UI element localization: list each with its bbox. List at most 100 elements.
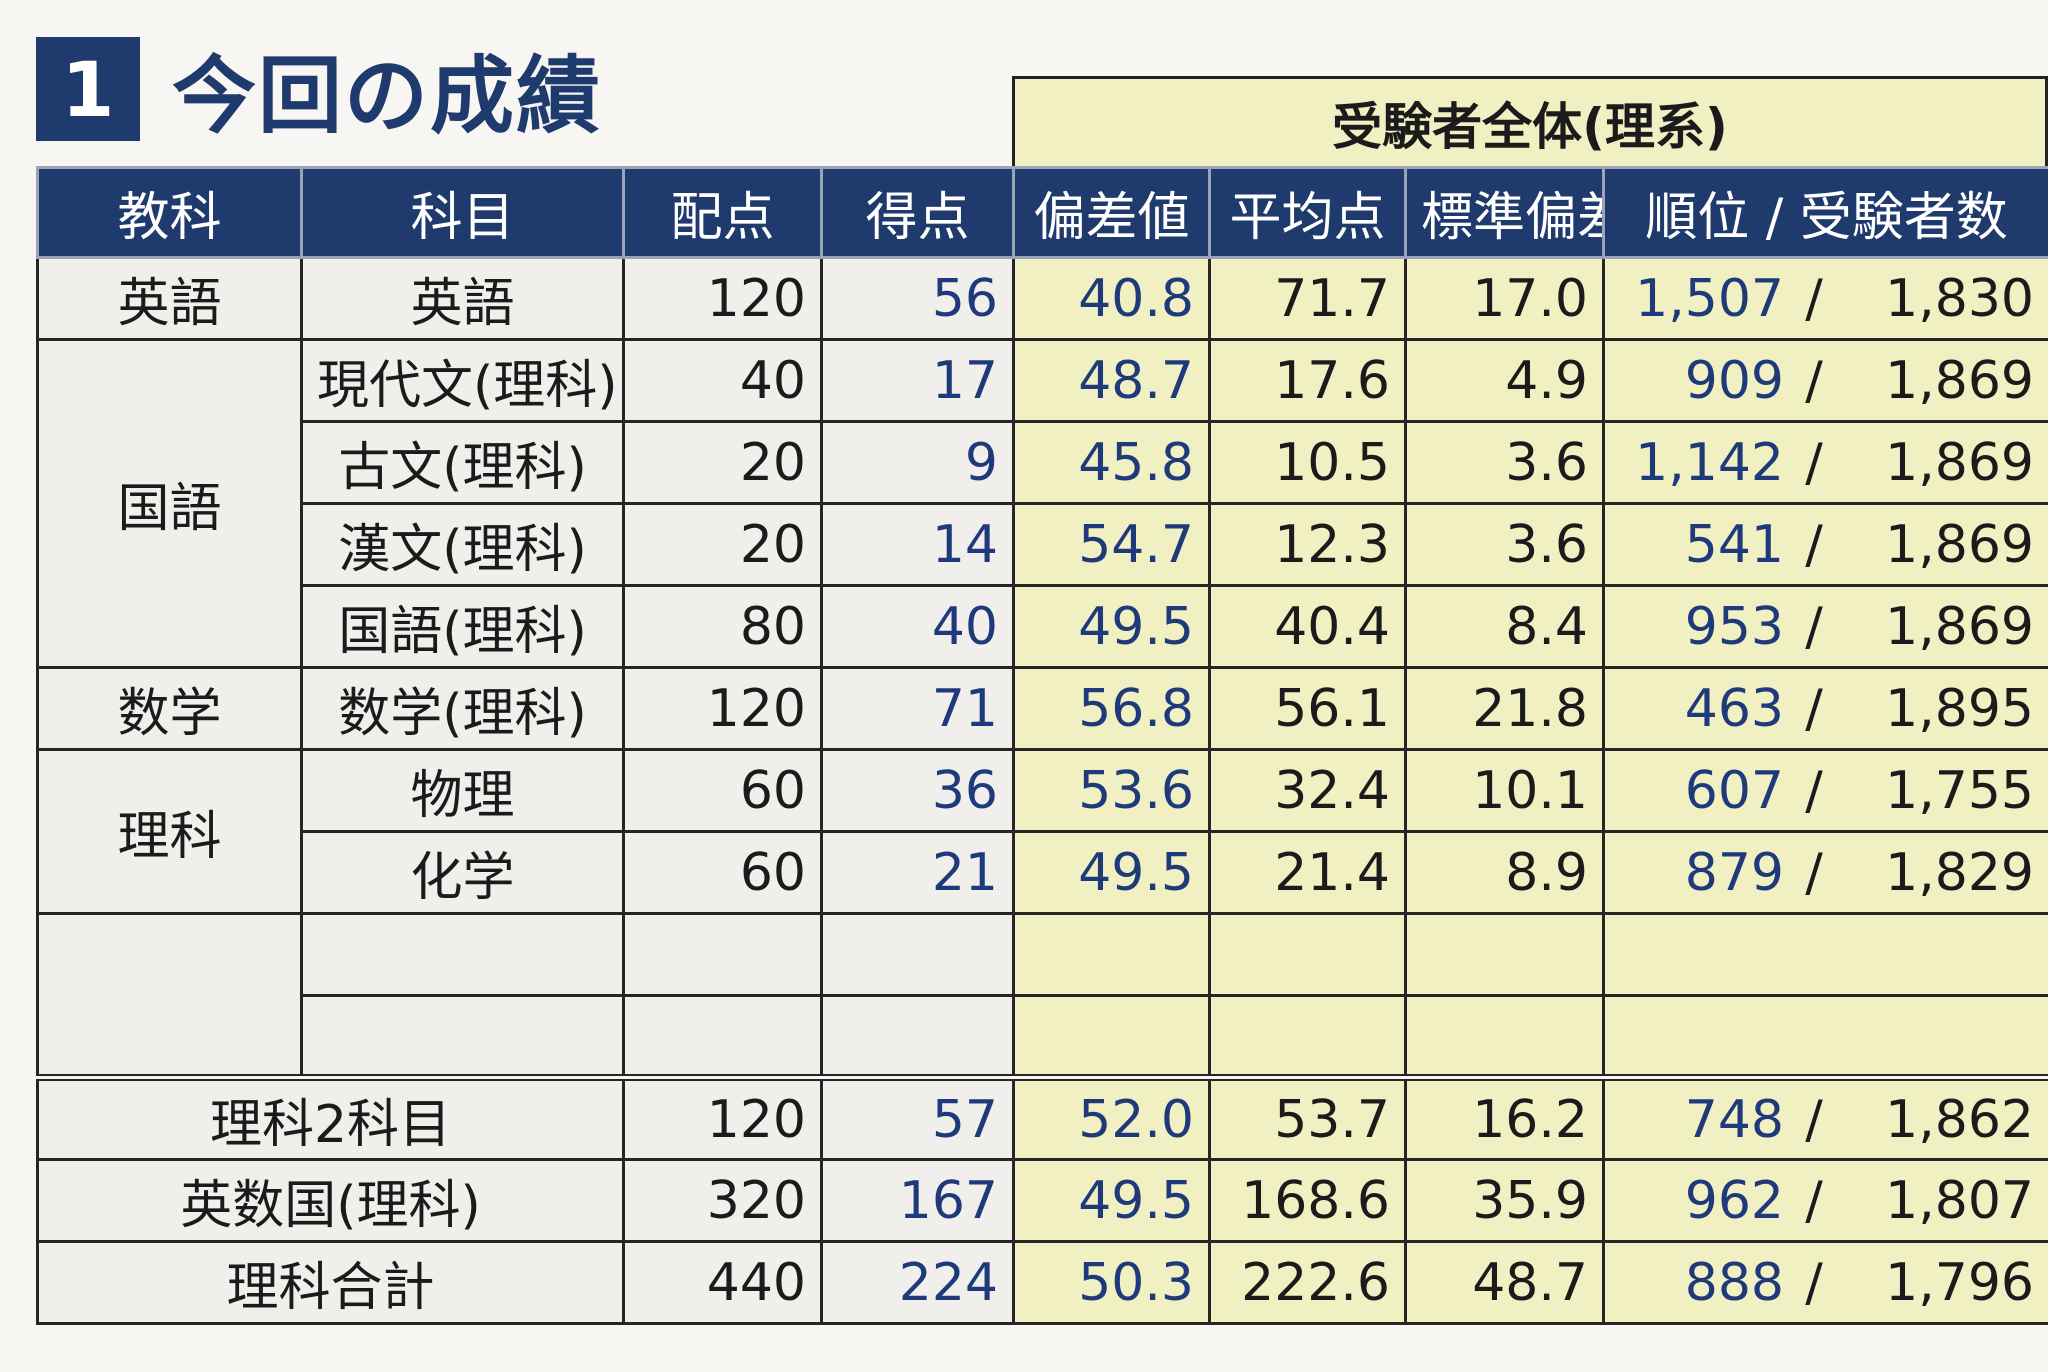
empty-cell	[1602, 912, 2048, 997]
rank-separator: /	[1805, 432, 1823, 493]
col-header-deviation: 偏差値	[1012, 166, 1211, 259]
deviation-cell: 53.6	[1012, 748, 1211, 833]
empty-row	[38, 994, 2048, 1079]
std-dev-cell: 3.6	[1404, 420, 1605, 505]
rank-value: 607	[1684, 760, 1784, 821]
table-row: 理科 物理 60 36 53.6 32.4 10.1 607 / 1,755	[36, 748, 2048, 915]
section-number-badge: 1	[36, 37, 140, 141]
rank-value: 962	[1684, 1170, 1784, 1231]
rank-separator: /	[1805, 596, 1823, 657]
rank-cell: 748 / 1,862	[1602, 1074, 2048, 1161]
deviation-cell: 50.3	[1012, 1240, 1211, 1325]
empty-cell	[1012, 912, 1211, 997]
average-cell: 21.4	[1208, 830, 1407, 915]
col-header-average: 平均点	[1208, 166, 1407, 259]
rank-value: 748	[1684, 1089, 1784, 1150]
average-cell: 12.3	[1208, 502, 1407, 587]
rank-cell: 953 / 1,869	[1602, 584, 2048, 669]
std-dev-cell: 10.1	[1404, 748, 1605, 833]
score-cell: 71	[820, 666, 1015, 751]
examinee-count: 1,869	[1885, 596, 2034, 657]
rank-separator: /	[1805, 1252, 1823, 1313]
average-cell: 10.5	[1208, 420, 1407, 505]
examinee-count: 1,796	[1885, 1252, 2034, 1313]
deviation-cell: 40.8	[1012, 256, 1211, 341]
deviation-cell: 52.0	[1012, 1074, 1211, 1161]
empty-cell	[1404, 994, 1605, 1079]
deviation-cell: 56.8	[1012, 666, 1211, 751]
max-points-cell: 60	[622, 748, 823, 833]
rank-cell: 541 / 1,869	[1602, 502, 2048, 587]
table-row: 漢文(理科) 20 14 54.7 12.3 3.6 541 / 1,869	[38, 502, 2048, 587]
average-cell: 71.7	[1208, 256, 1407, 341]
deviation-cell: 54.7	[1012, 502, 1211, 587]
rank-value: 1,142	[1635, 432, 1784, 493]
rank-cell: 962 / 1,807	[1602, 1158, 2048, 1243]
empty-cell	[300, 912, 625, 997]
empty-cell	[820, 912, 1015, 997]
std-dev-cell: 17.0	[1404, 256, 1605, 341]
deviation-cell: 48.7	[1012, 338, 1211, 423]
max-points-cell: 120	[622, 1074, 823, 1161]
rank-cell: 607 / 1,755	[1602, 748, 2048, 833]
table-row: 化学 60 21 49.5 21.4 8.9 879 / 1,829	[38, 830, 2048, 915]
group-header-all-examinees: 受験者全体(理系)	[1012, 76, 2048, 166]
rank-value: 909	[1684, 350, 1784, 411]
rank-separator: /	[1805, 678, 1823, 739]
rank-separator: /	[1805, 514, 1823, 575]
score-cell: 36	[820, 748, 1015, 833]
rank-cell: 463 / 1,895	[1602, 666, 2048, 751]
rank-separator: /	[1805, 842, 1823, 903]
rank-separator: /	[1805, 350, 1823, 411]
max-points-cell: 20	[622, 420, 823, 505]
std-dev-cell: 48.7	[1404, 1240, 1605, 1325]
table-header-row: 教科 科目 配点 得点 偏差値 平均点 標準偏差 順位 / 受験者数	[36, 166, 2048, 259]
max-points-cell: 320	[622, 1158, 823, 1243]
std-dev-cell: 8.4	[1404, 584, 1605, 669]
table-row: 国語 現代文(理科) 40 17 48.7 17.6 4.9 909 / 1,869	[36, 338, 2048, 669]
empty-cell	[820, 994, 1015, 1079]
subject-cell: 物理	[300, 748, 625, 833]
rank-value: 541	[1684, 514, 1784, 575]
subject-cell: 漢文(理科)	[300, 502, 625, 587]
subject-cell: 英語	[300, 256, 625, 341]
max-points-cell: 120	[622, 256, 823, 341]
max-points-cell: 40	[622, 338, 823, 423]
col-header-subject: 科目	[300, 166, 625, 259]
category-cell: 数学	[36, 666, 303, 751]
total-label-cell: 理科合計	[36, 1240, 625, 1325]
examinee-count: 1,869	[1885, 514, 2034, 575]
rank-value: 463	[1684, 678, 1784, 739]
category-cell: 理科	[36, 748, 303, 915]
deviation-cell: 49.5	[1012, 830, 1211, 915]
rank-separator: /	[1805, 1170, 1823, 1231]
score-cell: 40	[820, 584, 1015, 669]
examinee-count: 1,807	[1885, 1170, 2034, 1231]
total-label-cell: 理科2科目	[36, 1074, 625, 1161]
score-cell: 9	[820, 420, 1015, 505]
empty-cell	[1208, 994, 1407, 1079]
empty-cell	[300, 994, 625, 1079]
score-table: 教科 科目 配点 得点 偏差値 平均点 標準偏差 順位 / 受験者数 英語 英語…	[36, 166, 2048, 1325]
examinee-count: 1,829	[1885, 842, 2034, 903]
col-header-max-points: 配点	[622, 166, 823, 259]
deviation-cell: 49.5	[1012, 584, 1211, 669]
empty-cell	[1602, 994, 2048, 1079]
col-header-category: 教科	[36, 166, 303, 259]
average-cell: 168.6	[1208, 1158, 1407, 1243]
empty-cell	[622, 912, 823, 997]
score-cell: 57	[820, 1074, 1015, 1161]
rank-separator: /	[1805, 1089, 1823, 1150]
examinee-count: 1,895	[1885, 678, 2034, 739]
table-row: 数学 数学(理科) 120 71 56.8 56.1 21.8 463 / 1,89…	[36, 666, 2048, 751]
average-cell: 56.1	[1208, 666, 1407, 751]
score-cell: 56	[820, 256, 1015, 341]
max-points-cell: 120	[622, 666, 823, 751]
std-dev-cell: 35.9	[1404, 1158, 1605, 1243]
max-points-cell: 20	[622, 502, 823, 587]
rank-separator: /	[1805, 760, 1823, 821]
deviation-cell: 49.5	[1012, 1158, 1211, 1243]
col-header-std-dev: 標準偏差	[1404, 166, 1605, 259]
average-cell: 32.4	[1208, 748, 1407, 833]
score-cell: 224	[820, 1240, 1015, 1325]
